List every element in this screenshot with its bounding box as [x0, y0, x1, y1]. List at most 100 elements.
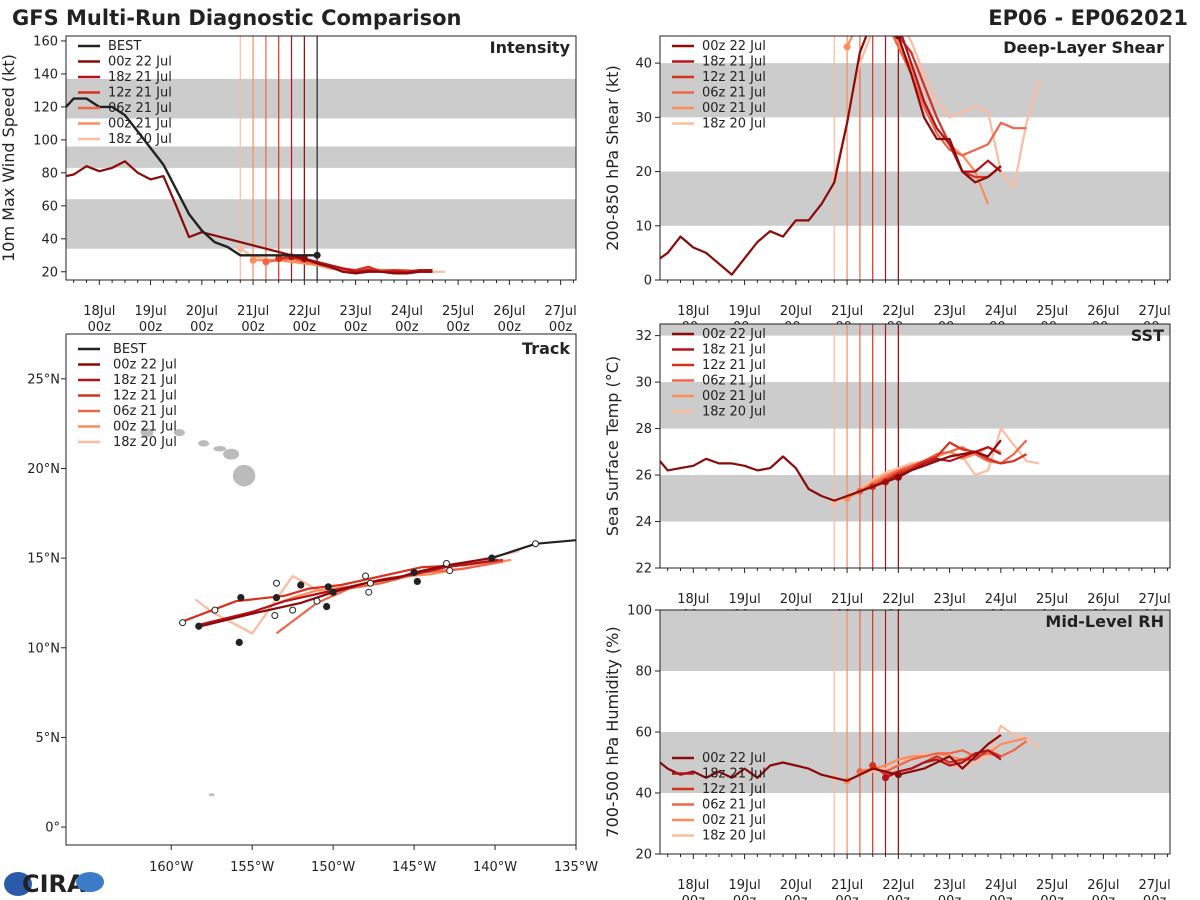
shear-legend-label: 18z 21 Jul: [702, 55, 766, 70]
island-shape: [173, 429, 185, 437]
shear-xtick-day: 19Jul: [728, 304, 760, 319]
intensity-xtick-day: 24Jul: [391, 304, 423, 319]
shear-series-line: [833, 36, 1041, 189]
track-frame: [65, 333, 577, 846]
track-open-marker: [271, 611, 279, 619]
track-ytick-label: 10°N: [27, 641, 60, 656]
sst-series-group: [660, 427, 1040, 507]
island-shape: [232, 464, 256, 487]
track-legend-label: 18z 21 Jul: [113, 373, 177, 388]
shear-xtick-day: 21Jul: [831, 304, 863, 319]
intensity-best-point: [313, 251, 321, 259]
track-open-marker: [442, 560, 450, 568]
shear-panel-title: Deep-Layer Shear: [1003, 38, 1164, 57]
rh-legend-label: 00z 21 Jul: [702, 813, 766, 828]
rh-xtick-day: 18Jul: [677, 878, 709, 893]
rh-xtick-hour: 00z: [835, 894, 859, 900]
track-ytick-label: 20°N: [27, 462, 60, 477]
shear-legend-label: 18z 20 Jul: [702, 117, 766, 132]
rh-xtick-hour: 00z: [1143, 894, 1167, 900]
intensity-ytick-label: 100: [33, 133, 58, 148]
intensity-xtick-hour: 00z: [241, 320, 265, 335]
track-filled-marker: [297, 581, 305, 589]
track-filled-marker: [235, 638, 243, 646]
intensity-legend-label: 00z 22 Jul: [108, 55, 172, 70]
sst-xtick-day: 24Jul: [985, 592, 1017, 607]
island-shape: [198, 440, 210, 447]
track-open-marker: [532, 540, 540, 548]
figure-title: GFS Multi-Run Diagnostic Comparison: [12, 6, 461, 30]
track-legend-label: 00z 22 Jul: [113, 358, 177, 373]
track-xtick-label: 155°W: [230, 860, 274, 875]
intensity-init-point: [249, 256, 257, 264]
island-shape: [213, 446, 227, 452]
track-legend-label: 06z 21 Jul: [113, 404, 177, 419]
rh-init-point: [869, 762, 877, 770]
shear-panel: 01020304018Jul00z19Jul00z20Jul00z21Jul00…: [603, 5, 1171, 335]
track-open-marker: [179, 619, 187, 627]
intensity-series-group: [66, 97, 446, 275]
track-filled-marker: [195, 622, 203, 630]
sst-ytick-label: 30: [635, 376, 652, 391]
rh-xtick-hour: 00z: [938, 894, 962, 900]
rh-xtick-hour: 00z: [1092, 894, 1116, 900]
sst-ylabel: Sea Surface Temp (°C): [603, 356, 622, 536]
sst-legend-label: 06z 21 Jul: [702, 374, 766, 389]
intensity-xtick-day: 21Jul: [237, 304, 269, 319]
rh-ytick-label: 20: [635, 848, 652, 863]
intensity-xtick-hour: 00z: [344, 320, 368, 335]
rh-xtick-hour: 00z: [733, 894, 757, 900]
shear-init-point: [894, 36, 902, 40]
track-ytick-label: 0°: [45, 821, 60, 836]
track-filled-marker: [488, 554, 496, 562]
track-open-marker: [313, 597, 321, 605]
track-panel: 160°W 155°W 150°W 145°W 140°W 135°W 0° 5°N 10°N 1…: [27, 333, 598, 875]
shear-xtick-day: 22Jul: [882, 304, 914, 319]
sst-xtick-day: 23Jul: [933, 592, 965, 607]
intensity-series-line: [291, 255, 433, 273]
track-open-marker: [289, 606, 297, 614]
shear-xtick-day: 26Jul: [1087, 304, 1119, 319]
sst-xtick-day: 22Jul: [882, 592, 914, 607]
track-xtick-label: 140°W: [473, 860, 517, 875]
sst-xtick-day: 20Jul: [780, 592, 812, 607]
intensity-xtick-hour: 00z: [139, 320, 163, 335]
intensity-legend-label: 00z 21 Jul: [108, 117, 172, 132]
sst-panel-title: SST: [1131, 326, 1164, 345]
sst-series-line: [872, 441, 1028, 488]
rh-band: [660, 610, 1170, 671]
track-open-marker: [366, 579, 374, 587]
shear-legend-label: 00z 22 Jul: [702, 39, 766, 54]
shear-frame: [659, 35, 1171, 281]
shear-series-line: [891, 36, 1027, 157]
rh-xtick-hour: 00z: [1040, 894, 1064, 900]
rh-legend-label: 18z 21 Jul: [702, 767, 766, 782]
sst-legend-label: 12z 21 Jul: [702, 358, 766, 373]
rh-xtick-day: 24Jul: [985, 878, 1017, 893]
shear-ylabel: 200-850 hPa Shear (kt): [603, 65, 622, 251]
track-ytick-label: 15°N: [27, 552, 60, 567]
track-legend-label: 18z 20 Jul: [113, 435, 177, 450]
sst-xtick-day: 25Jul: [1036, 592, 1068, 607]
shear-init-point: [843, 43, 851, 51]
shear-xtick-day: 18Jul: [677, 304, 709, 319]
sst-legend-label: 18z 20 Jul: [702, 405, 766, 420]
shear-series-line: [660, 36, 1002, 276]
intensity-init-point: [262, 258, 270, 266]
rh-ylabel: 700-500 hPa Humidity (%): [603, 626, 622, 837]
intensity-xtick-hour: 00z: [395, 320, 419, 335]
track-filled-marker: [272, 593, 281, 602]
shear-band: [660, 171, 1170, 226]
track-open-marker: [211, 606, 219, 614]
intensity-ylabel: 10m Max Wind Speed (kt): [0, 54, 18, 262]
track-series-line: [200, 557, 492, 628]
sst-xtick-day: 18Jul: [677, 592, 709, 607]
sst-legend-label: 00z 21 Jul: [702, 389, 766, 404]
track-filled-marker: [323, 602, 331, 611]
shear-legend-label: 06z 21 Jul: [702, 86, 766, 101]
shear-init-point: [869, 5, 876, 12]
intensity-panel-title: Intensity: [490, 38, 571, 57]
intensity-band: [66, 199, 576, 249]
rh-panel-title: Mid-Level RH: [1045, 612, 1164, 631]
intensity-xtick-day: 19Jul: [134, 304, 166, 319]
